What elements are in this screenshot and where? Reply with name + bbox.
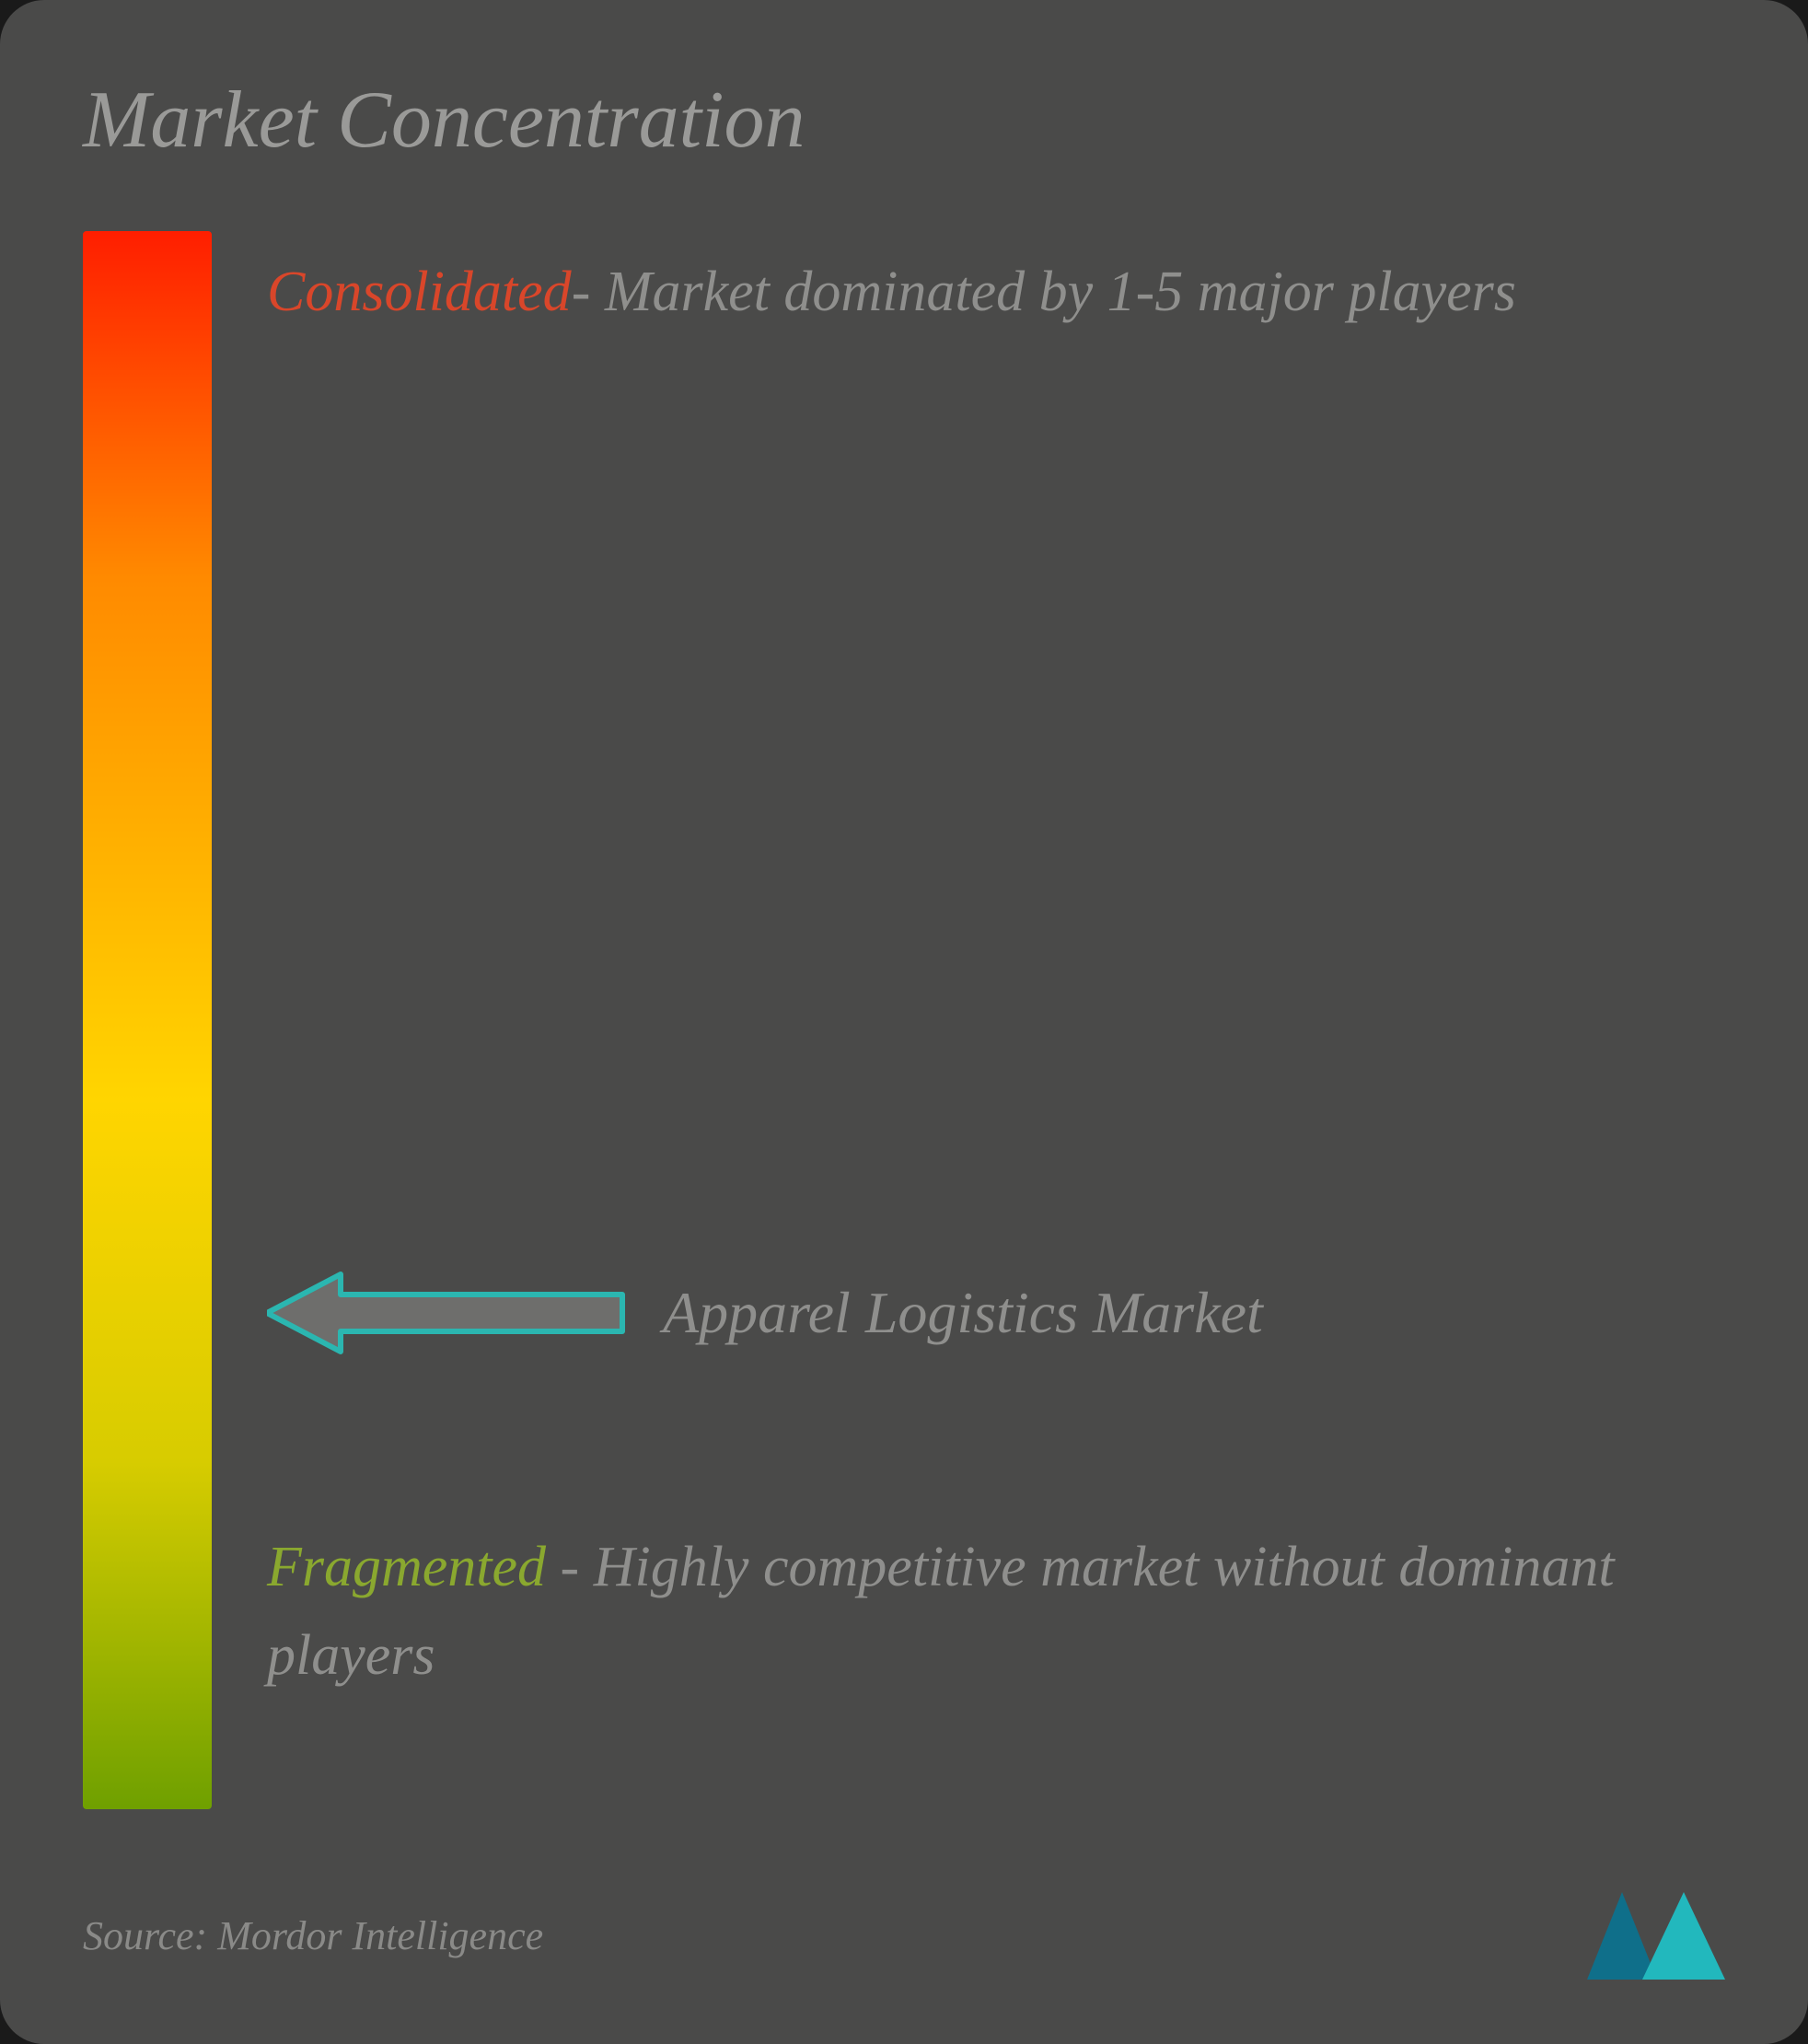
brand-logo-icon xyxy=(1587,1892,1725,1980)
source-label: Source: xyxy=(83,1913,217,1958)
concentration-gradient-bar xyxy=(83,231,212,1809)
source-line: Source: Mordor Intelligence xyxy=(83,1912,543,1959)
market-marker-label: Apparel Logistics Market xyxy=(663,1279,1263,1347)
logo-left-triangle xyxy=(1587,1892,1657,1980)
card-title: Market Concentration xyxy=(83,74,1725,167)
consolidated-key: Consolidated xyxy=(267,261,572,323)
source-value: Mordor Intelligence xyxy=(217,1913,543,1958)
fragmented-description: Fragmented - Highly competitive market w… xyxy=(267,1523,1725,1700)
text-column: Consolidated- Market dominated by 1-5 ma… xyxy=(267,231,1725,1846)
gradient-bar-wrap xyxy=(83,231,212,1846)
card-footer: Source: Mordor Intelligence xyxy=(83,1892,1725,1980)
market-marker-row: Apparel Logistics Market xyxy=(267,1267,1725,1359)
arrow-shape xyxy=(267,1274,622,1352)
fragmented-key: Fragmented xyxy=(267,1536,546,1598)
arrow-left-icon xyxy=(267,1267,626,1359)
consolidated-description: Consolidated- Market dominated by 1-5 ma… xyxy=(267,248,1725,336)
content-row: Consolidated- Market dominated by 1-5 ma… xyxy=(83,231,1725,1846)
logo-right-triangle xyxy=(1642,1892,1725,1980)
concentration-card: Market Concentration Consolidated- Marke… xyxy=(0,0,1808,2044)
consolidated-text: - Market dominated by 1-5 major players xyxy=(572,261,1516,323)
